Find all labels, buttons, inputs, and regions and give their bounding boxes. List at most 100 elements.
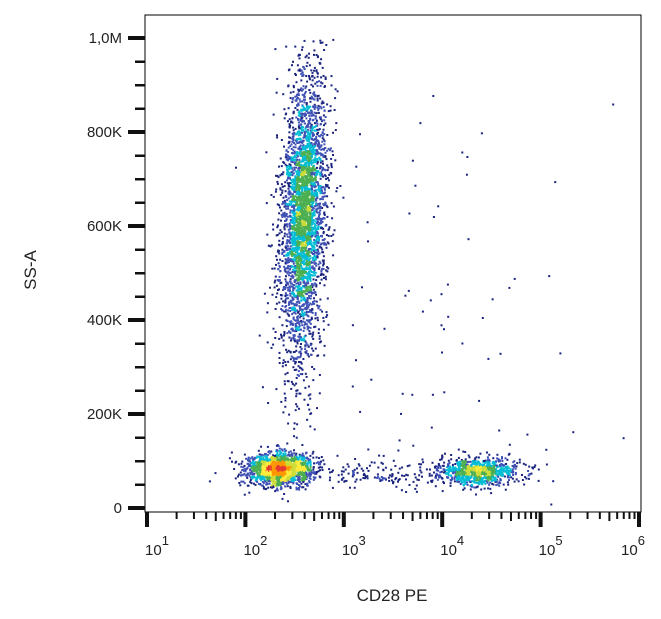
event-dot [314,476,317,479]
event-dot [299,205,302,208]
event-dot [306,465,309,468]
event-dot [278,239,281,242]
event-dot [293,200,296,203]
event-dot [320,102,323,105]
event-dot [297,170,299,173]
event-dot [296,155,299,158]
event-dot [323,284,326,287]
event-dot [298,307,301,310]
event-dot [319,161,322,164]
event-dot [293,319,296,322]
event-dot [298,453,301,456]
event-dot [319,308,322,311]
event-dot [308,143,311,146]
event-dot [316,173,319,176]
event-dot [316,204,319,207]
event-dot [302,148,305,151]
event-dot [322,459,325,462]
event-dot [308,114,311,117]
event-dot [302,459,305,462]
event-dot [317,224,320,226]
event-dot [295,189,298,191]
event-dot [316,244,318,247]
event-dot [302,193,305,196]
event-dot [311,190,314,193]
event-dot [317,328,320,331]
event-dot [304,151,307,154]
event-dot [303,200,306,203]
event-dot [312,248,315,251]
event-dot [318,475,321,478]
event-dot [287,462,290,465]
event-dot [292,220,295,223]
event-dot [309,475,312,477]
event-dot [303,259,306,262]
event-dot [291,274,294,277]
event-dot [295,358,298,361]
event-dot [258,459,261,462]
event-dot [281,251,284,254]
event-dot [308,254,311,257]
event-dot [248,465,251,468]
event-dot [292,60,294,63]
event-dot [301,129,304,132]
event-dot [293,357,296,360]
event-dot [307,385,310,388]
event-dot [300,289,303,292]
event-dot [292,289,295,292]
event-dot [269,245,272,248]
event-dot [314,235,317,238]
event-dot [318,205,321,208]
event-dot [284,246,287,249]
event-dot [286,260,289,263]
event-dot [335,122,338,125]
event-dot [287,482,290,485]
event-dot [309,319,312,321]
event-dot [302,312,305,315]
event-dot [270,346,273,349]
event-dot [292,338,295,341]
event-dot [306,214,309,217]
event-dot [316,95,319,97]
event-dot [302,88,304,91]
event-dot [280,464,283,466]
event-dot [274,48,277,51]
event-dot [322,128,325,131]
event-dot [282,474,285,477]
event-dot [281,476,283,479]
event-dot [280,335,283,338]
event-dot [311,137,314,140]
event-dot [307,248,310,251]
event-dot [267,465,270,468]
event-dot [304,148,307,151]
event-dot [300,343,302,345]
event-dot [316,316,319,319]
event-dot [297,248,300,251]
event-dot [256,455,259,458]
event-dot [302,379,305,382]
event-dot [288,241,291,243]
event-dot [273,461,276,464]
event-dot [308,304,311,306]
event-dot [293,225,296,228]
event-dot [272,454,275,457]
event-dot [310,291,313,294]
event-dot [292,195,295,198]
event-dot [302,210,305,213]
event-dot [323,277,325,279]
event-dot [317,466,320,469]
event-dot [296,228,299,231]
event-dot [303,244,306,247]
event-dot [298,329,301,331]
event-dot [312,244,315,247]
event-dot [288,477,291,480]
event-dot [269,468,272,471]
event-dot [259,469,262,472]
event-dot [323,168,325,171]
event-dot [314,82,317,85]
event-dot [308,294,310,297]
event-dot [321,235,323,238]
event-dot [321,137,324,140]
event-dot [267,244,270,247]
event-dot [290,121,293,123]
